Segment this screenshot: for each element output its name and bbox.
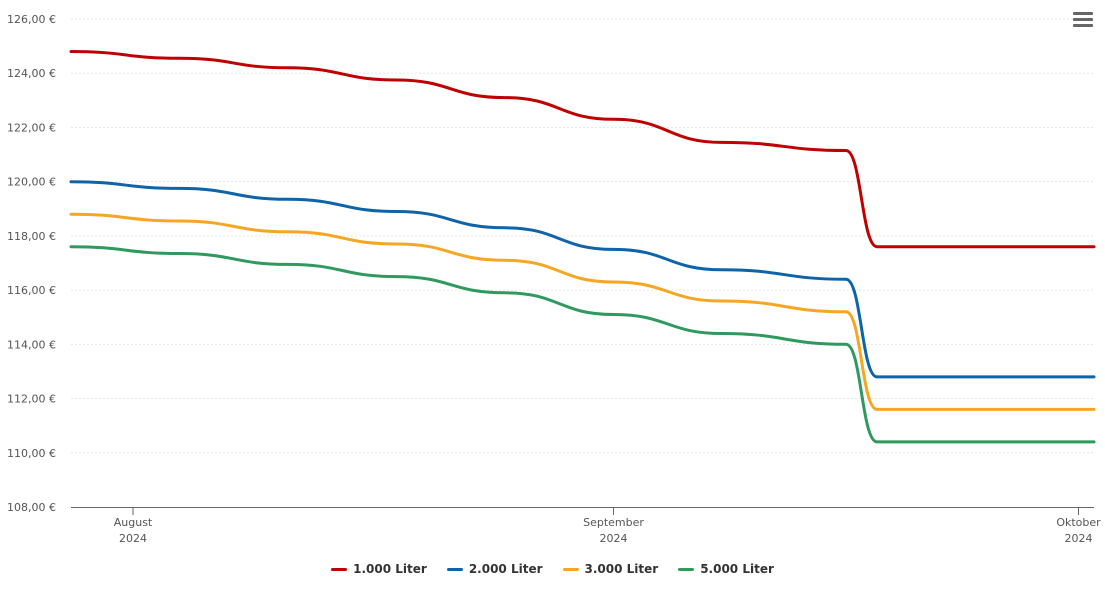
chart-menu-icon[interactable] [1073, 12, 1093, 30]
x-axis: August 2024 September 2024 Oktober 2024 [71, 507, 1101, 545]
series-line[interactable] [69, 50, 1096, 249]
legend-label: 3.000 Liter [584, 562, 659, 576]
y-tick-label: 120,00 € [7, 176, 56, 189]
legend-item[interactable]: 1.000 Liter [331, 562, 427, 576]
series-line[interactable] [69, 180, 1096, 379]
y-tick-label: 116,00 € [7, 284, 56, 297]
y-tick-label: 124,00 € [7, 67, 56, 80]
legend-label: 5.000 Liter [700, 562, 774, 576]
y-axis: 108,00 € 110,00 € 112,00 € 114,00 € 116,00 €… [7, 13, 56, 514]
y-tick-label: 110,00 € [7, 447, 56, 460]
y-tick-label: 112,00 € [7, 393, 56, 406]
x-tick-label: Oktober [1056, 516, 1101, 529]
x-tick-year-label: 2024 [119, 532, 147, 545]
legend-swatch [562, 567, 579, 571]
y-tick-label: 126,00 € [7, 13, 56, 26]
legend-label: 1.000 Liter [353, 562, 427, 576]
y-tick-label: 118,00 € [7, 230, 56, 243]
chart-legend: 1.000 Liter 2.000 Liter 3.000 Liter 5.000 L… [0, 562, 1105, 576]
y-tick-label: 114,00 € [7, 338, 56, 351]
series-lines[interactable] [69, 50, 1096, 444]
legend-item[interactable]: 3.000 Liter [562, 562, 659, 576]
x-tick-label: September [583, 516, 644, 529]
x-tick-year-label: 2024 [600, 532, 628, 545]
legend-item[interactable]: 5.000 Liter [678, 562, 774, 576]
series-line[interactable] [69, 212, 1096, 411]
legend-item[interactable]: 2.000 Liter [446, 562, 543, 576]
y-tick-label: 108,00 € [7, 501, 56, 514]
x-tick-label: August [114, 516, 153, 529]
legend-swatch [331, 567, 348, 571]
y-tick-label: 122,00 € [7, 121, 56, 134]
legend-swatch [678, 567, 695, 571]
grid-lines [71, 18, 1094, 454]
legend-swatch [446, 567, 463, 571]
series-line[interactable] [69, 245, 1096, 444]
x-tick-year-label: 2024 [1065, 532, 1093, 545]
legend-label: 2.000 Liter [468, 562, 543, 576]
